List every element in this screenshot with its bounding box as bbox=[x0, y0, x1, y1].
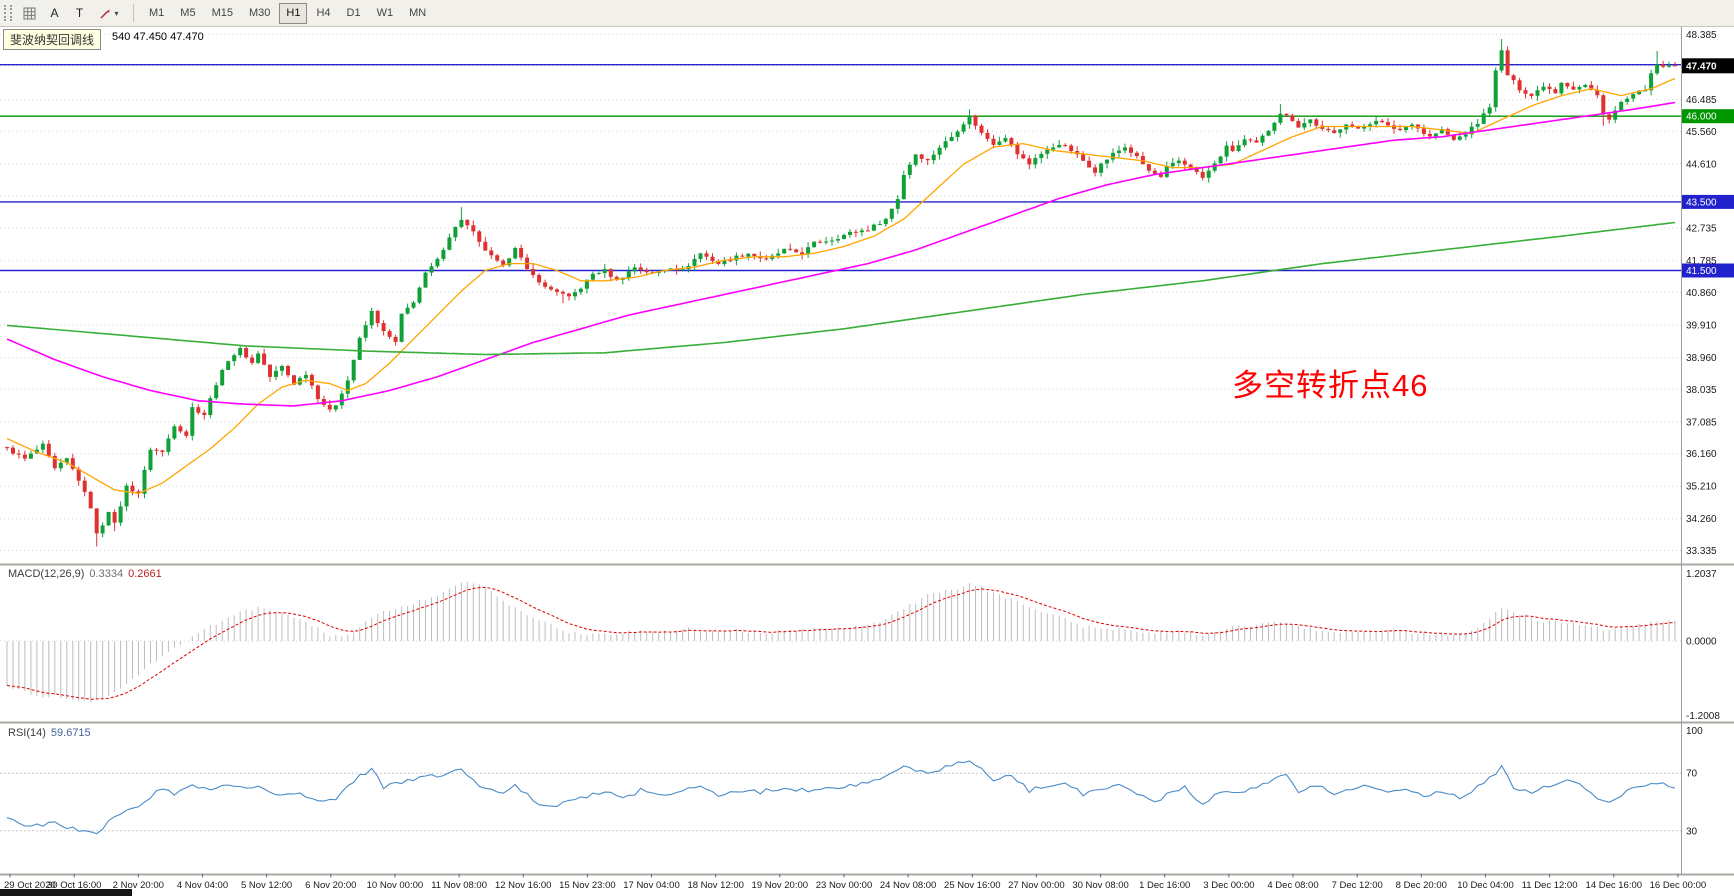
moving-averages-layer bbox=[6, 77, 1676, 495]
rsi-name: RSI(14) bbox=[8, 727, 46, 739]
macd-axis: 1.2037 0.0000 -1.2008 bbox=[1686, 569, 1720, 722]
svg-text:7 Dec 12:00: 7 Dec 12:00 bbox=[1332, 880, 1383, 891]
svg-text:37.085: 37.085 bbox=[1686, 417, 1717, 428]
svg-text:70: 70 bbox=[1686, 769, 1698, 780]
gridlines-layer bbox=[0, 33, 1681, 832]
price-axis: 48.385 46.485 45.560 44.610 42.735 41.785 40.8… bbox=[1682, 30, 1734, 557]
timeframe-button-m1[interactable]: M1 bbox=[149, 7, 165, 19]
rsi-indicator-label: RSI(14) 59.6715 bbox=[8, 727, 91, 739]
rsi-axis: 100 70 30 bbox=[1686, 726, 1703, 837]
macd-main-value: 0.3334 bbox=[89, 568, 124, 580]
svg-text:35.210: 35.210 bbox=[1686, 482, 1717, 493]
svg-text:30 Nov 08:00: 30 Nov 08:00 bbox=[1072, 880, 1129, 891]
svg-text:30 Oct 16:00: 30 Oct 16:00 bbox=[47, 880, 101, 891]
rsi-layer bbox=[6, 760, 1676, 835]
svg-text:10 Dec 04:00: 10 Dec 04:00 bbox=[1457, 880, 1514, 891]
svg-text:38.960: 38.960 bbox=[1686, 353, 1717, 364]
svg-text:45.560: 45.560 bbox=[1686, 127, 1717, 138]
svg-text:42.735: 42.735 bbox=[1686, 224, 1717, 235]
text-label-tool-button[interactable]: A bbox=[43, 3, 66, 24]
svg-text:8 Dec 20:00: 8 Dec 20:00 bbox=[1396, 880, 1447, 891]
chart-annotation-text[interactable]: 多空转折点46 bbox=[1232, 368, 1429, 403]
timeframe-button-h1[interactable]: H1 bbox=[279, 2, 308, 24]
svg-text:43.500: 43.500 bbox=[1686, 197, 1717, 208]
ohlc-readout: 540 47.450 47.470 bbox=[112, 31, 204, 43]
svg-text:40.860: 40.860 bbox=[1686, 288, 1717, 299]
fibonacci-tooltip: 斐波纳契回调线 bbox=[3, 29, 102, 50]
svg-text:25 Nov 16:00: 25 Nov 16:00 bbox=[944, 880, 1001, 891]
svg-text:30: 30 bbox=[1686, 826, 1698, 837]
taskbar-fragment bbox=[0, 889, 132, 896]
timeframe-button-m30[interactable]: M30 bbox=[248, 7, 271, 19]
svg-text:24 Nov 08:00: 24 Nov 08:00 bbox=[880, 880, 937, 891]
macd-indicator-label: MACD(12,26,9) 0.3334 0.2661 bbox=[8, 568, 162, 580]
trendline-icon bbox=[100, 8, 111, 19]
macd-signal-value: 0.2661 bbox=[128, 568, 162, 580]
timeframe-button-d1[interactable]: D1 bbox=[346, 7, 361, 19]
chevron-down-icon: ▾ bbox=[114, 8, 119, 18]
svg-text:47.470: 47.470 bbox=[1686, 62, 1717, 73]
grid-tool-button[interactable] bbox=[18, 3, 41, 24]
macd-name: MACD(12,26,9) bbox=[8, 568, 85, 580]
svg-text:15 Nov 23:00: 15 Nov 23:00 bbox=[559, 880, 616, 891]
rsi-value: 59.6715 bbox=[50, 727, 91, 739]
svg-text:-1.2008: -1.2008 bbox=[1686, 711, 1720, 722]
svg-text:23 Nov 00:00: 23 Nov 00:00 bbox=[816, 880, 873, 891]
current-price-box bbox=[1682, 58, 1734, 74]
svg-text:27 Nov 00:00: 27 Nov 00:00 bbox=[1008, 880, 1065, 891]
svg-text:46.485: 46.485 bbox=[1686, 95, 1717, 106]
svg-text:29 Oct 2020: 29 Oct 2020 bbox=[4, 880, 56, 891]
svg-text:11 Dec 12:00: 11 Dec 12:00 bbox=[1522, 880, 1578, 891]
text-tool-button[interactable]: T bbox=[68, 3, 91, 24]
svg-text:100: 100 bbox=[1686, 726, 1703, 737]
svg-text:36.160: 36.160 bbox=[1686, 449, 1717, 460]
svg-text:33.335: 33.335 bbox=[1686, 546, 1717, 557]
svg-text:16 Dec 00:00: 16 Dec 00:00 bbox=[1650, 880, 1707, 891]
grid-icon bbox=[23, 7, 36, 19]
chart-canvas[interactable]: 48.385 46.485 45.560 44.610 42.735 41.785 40.8… bbox=[0, 27, 1734, 896]
timeframe-button-m15[interactable]: M15 bbox=[211, 7, 233, 19]
svg-text:46.000: 46.000 bbox=[1686, 112, 1717, 123]
horizontal-lines-layer bbox=[0, 63, 1681, 272]
svg-text:18 Nov 12:00: 18 Nov 12:00 bbox=[687, 880, 744, 891]
svg-text:12 Nov 16:00: 12 Nov 16:00 bbox=[495, 880, 552, 891]
svg-text:41.785: 41.785 bbox=[1686, 256, 1717, 267]
svg-text:1 Dec 16:00: 1 Dec 16:00 bbox=[1139, 880, 1190, 891]
letter-t-icon: T bbox=[75, 6, 84, 20]
letter-a-icon: A bbox=[50, 6, 59, 20]
svg-text:4 Dec 08:00: 4 Dec 08:00 bbox=[1267, 880, 1318, 891]
toolbar-grip[interactable] bbox=[4, 5, 12, 21]
svg-text:48.385: 48.385 bbox=[1686, 30, 1717, 41]
timeframe-button-m5[interactable]: M5 bbox=[180, 7, 196, 19]
svg-text:2 Nov 20:00: 2 Nov 20:00 bbox=[113, 880, 164, 891]
line-studies-tool-button[interactable]: ▾ bbox=[93, 3, 125, 24]
timeframe-button-w1[interactable]: W1 bbox=[376, 7, 394, 19]
svg-text:41.500: 41.500 bbox=[1686, 266, 1717, 277]
timeframe-button-mn[interactable]: MN bbox=[409, 7, 427, 19]
candles-layer bbox=[5, 39, 1677, 547]
svg-text:34.260: 34.260 bbox=[1686, 514, 1717, 525]
pane-separators bbox=[0, 27, 1734, 876]
svg-text:17 Nov 04:00: 17 Nov 04:00 bbox=[623, 880, 680, 891]
toolbar-separator bbox=[133, 4, 134, 22]
svg-text:5 Nov 12:00: 5 Nov 12:00 bbox=[241, 880, 292, 891]
svg-text:14 Dec 16:00: 14 Dec 16:00 bbox=[1586, 880, 1643, 891]
svg-text:0.0000: 0.0000 bbox=[1686, 637, 1717, 648]
svg-text:4 Nov 04:00: 4 Nov 04:00 bbox=[177, 880, 228, 891]
svg-text:10 Nov 00:00: 10 Nov 00:00 bbox=[367, 880, 424, 891]
svg-text:19 Nov 20:00: 19 Nov 20:00 bbox=[752, 880, 809, 891]
macd-layer bbox=[6, 581, 1676, 702]
svg-text:38.035: 38.035 bbox=[1686, 385, 1717, 396]
bottom-strip bbox=[0, 889, 132, 896]
svg-text:1.2037: 1.2037 bbox=[1686, 569, 1717, 580]
svg-text:39.910: 39.910 bbox=[1686, 321, 1717, 332]
toolbar: A T ▾ M1 M5 M15 M30 H1 H4 D1 W1 MN bbox=[0, 0, 1734, 27]
svg-text:44.610: 44.610 bbox=[1686, 159, 1717, 170]
svg-text:11 Nov 08:00: 11 Nov 08:00 bbox=[431, 880, 487, 891]
svg-text:3 Dec 00:00: 3 Dec 00:00 bbox=[1203, 880, 1254, 891]
timeframe-button-h4[interactable]: H4 bbox=[316, 7, 331, 19]
svg-text:6 Nov 20:00: 6 Nov 20:00 bbox=[305, 880, 356, 891]
